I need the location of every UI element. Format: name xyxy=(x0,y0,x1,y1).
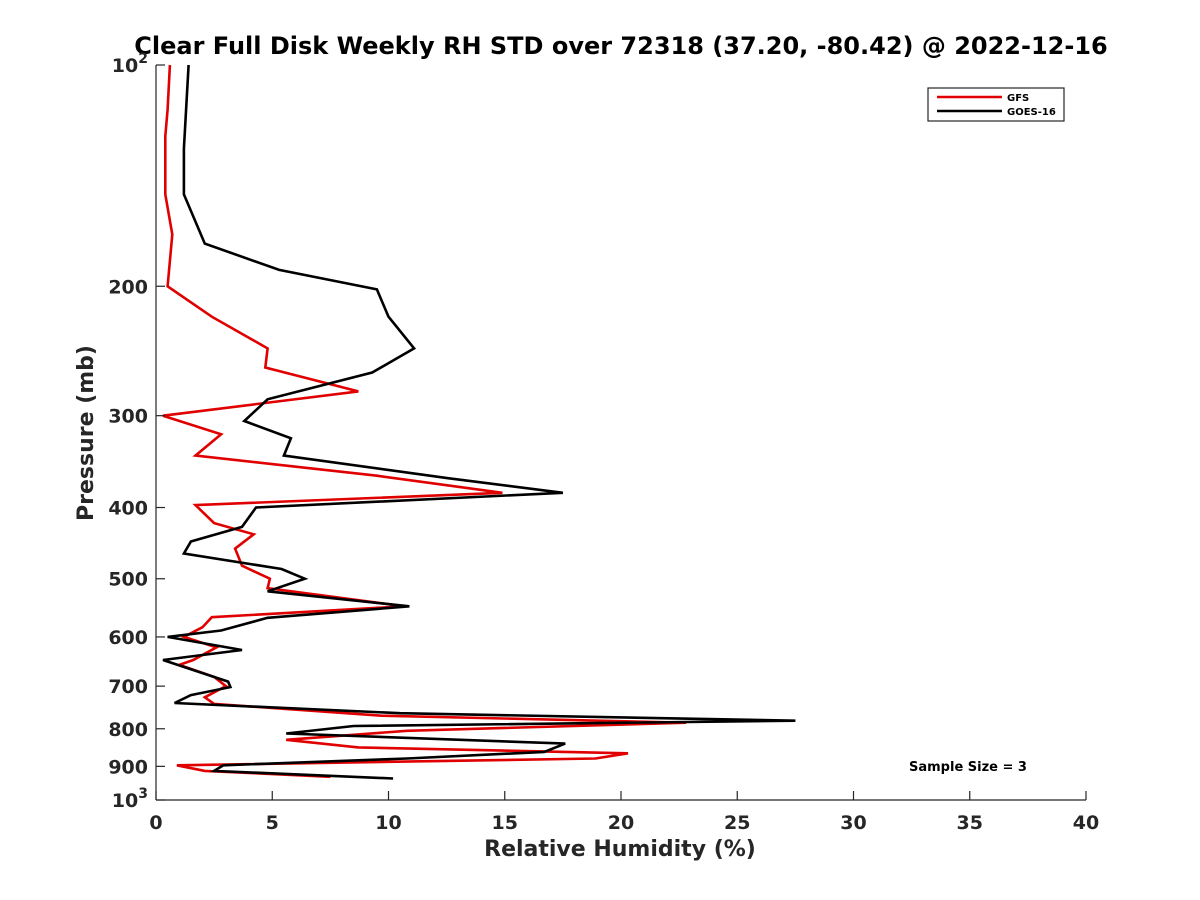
x-tick-label: 25 xyxy=(724,812,750,834)
y-tick-label: 102 xyxy=(112,51,148,77)
y-tick-label: 200 xyxy=(108,276,148,298)
y-tick-label: 900 xyxy=(108,756,148,778)
series-line-gfs xyxy=(162,64,687,779)
y-axis-label: Pressure (mb) xyxy=(74,345,99,521)
legend: GFS GOES-16 xyxy=(927,87,1065,122)
x-tick-label: 5 xyxy=(266,812,279,834)
x-axis-label: Relative Humidity (%) xyxy=(484,837,756,862)
chart-title: Clear Full Disk Weekly RH STD over 72318… xyxy=(134,32,1107,60)
legend-box xyxy=(927,87,1065,122)
legend-label: GFS xyxy=(1007,93,1029,104)
y-tick-label: 103 xyxy=(112,786,148,812)
series-line-goes-16 xyxy=(162,64,796,780)
y-tick-label: 600 xyxy=(108,627,148,649)
x-tick-label: 40 xyxy=(1073,812,1099,834)
y-ticks: 102 200 300 400 500 600 700 800 900 103 xyxy=(108,51,165,812)
y-tick-label: 300 xyxy=(108,406,148,428)
legend-label: GOES-16 xyxy=(1007,107,1056,118)
x-tick-label: 0 xyxy=(149,812,162,834)
y-tick-label: 800 xyxy=(108,719,148,741)
series-layer xyxy=(162,64,796,780)
x-tick-label: 30 xyxy=(840,812,866,834)
y-tick-label: 700 xyxy=(108,676,148,698)
x-tick-label: 10 xyxy=(375,812,401,834)
plot-area: 0 5 10 15 20 25 30 35 40 102 200 300 400 500 600 700 80… xyxy=(108,51,1099,834)
x-tick-label: 20 xyxy=(608,812,634,834)
y-tick-label: 400 xyxy=(108,498,148,520)
sample-size-annotation: Sample Size = 3 xyxy=(909,760,1027,775)
x-tick-label: 35 xyxy=(957,812,983,834)
x-tick-label: 15 xyxy=(492,812,518,834)
x-ticks: 0 5 10 15 20 25 30 35 40 xyxy=(149,791,1099,834)
y-tick-label: 500 xyxy=(108,569,148,591)
